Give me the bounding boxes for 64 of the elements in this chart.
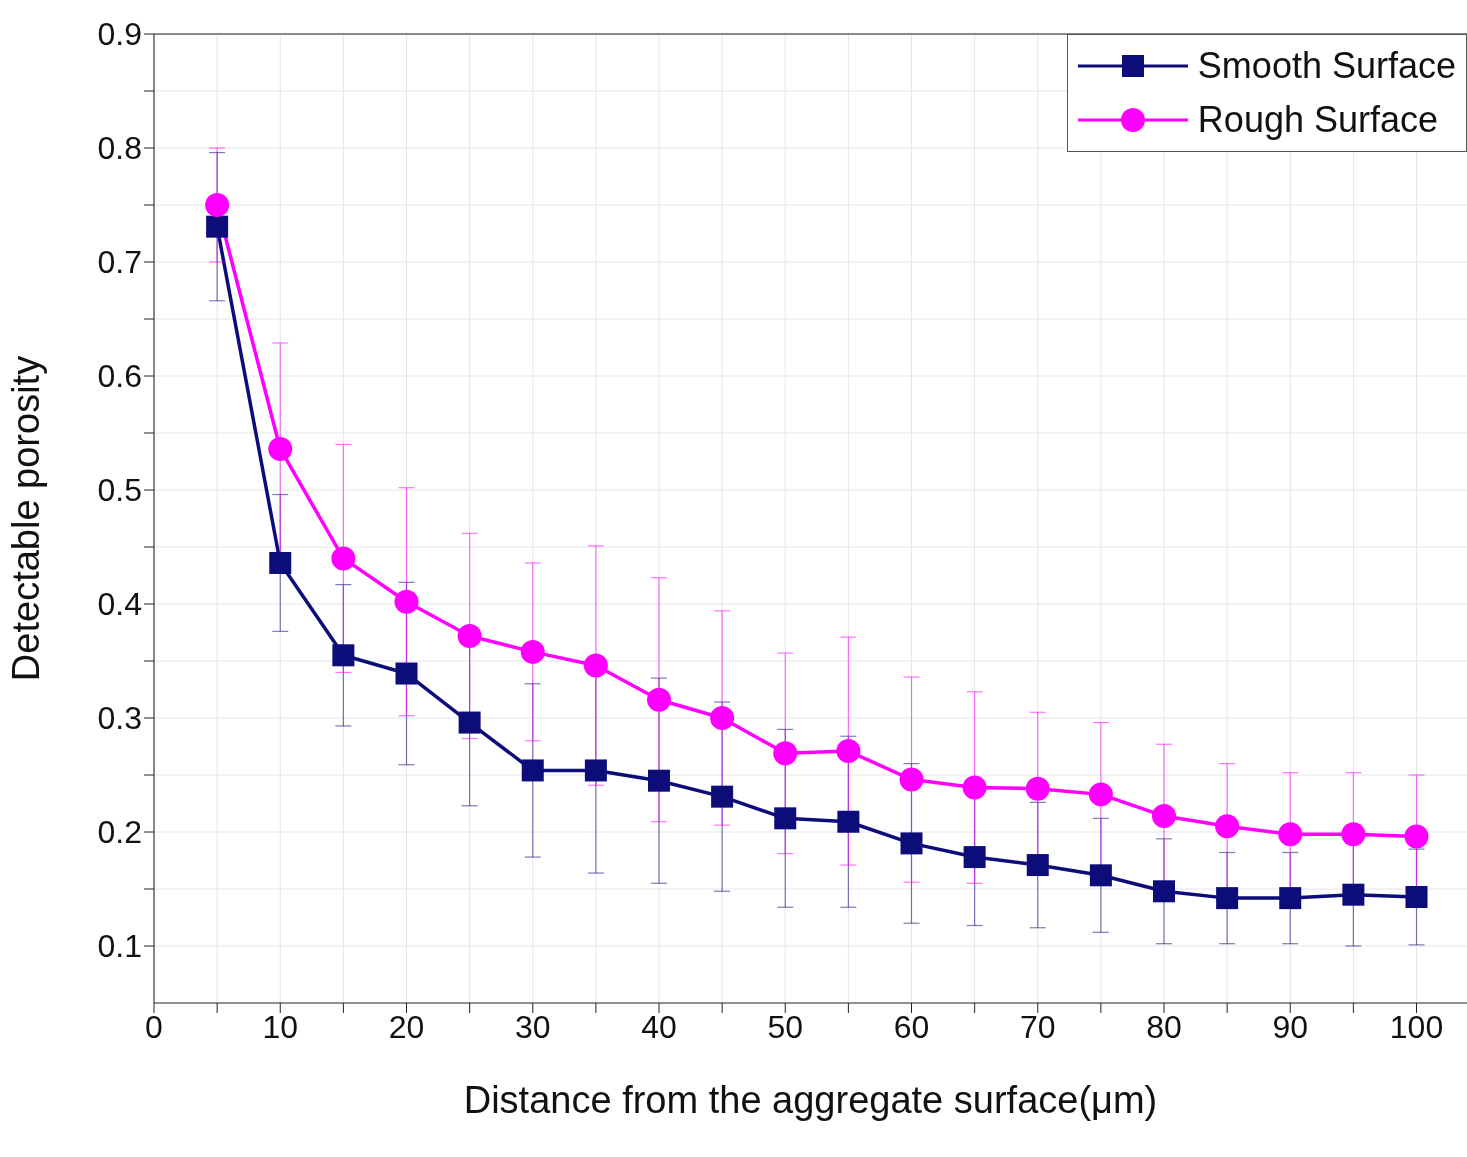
y-tick-label: 0.6 [97, 358, 142, 395]
point [1341, 822, 1366, 847]
y-tick-label: 0.8 [97, 130, 142, 167]
y-tick-label: 0.5 [97, 472, 142, 509]
x-tick-label: 20 [388, 1008, 425, 1045]
y-tick-label: 0.9 [97, 16, 142, 53]
y-tick-label: 0.1 [97, 928, 142, 965]
point [331, 546, 356, 571]
y-axis-title: Detectable porosity [5, 355, 48, 682]
point [395, 662, 418, 685]
x-tick-label: 80 [1146, 1008, 1182, 1045]
point [773, 741, 798, 766]
point [269, 551, 292, 574]
point [1405, 885, 1428, 908]
point [1088, 782, 1113, 807]
x-tick-label: 90 [1272, 1008, 1309, 1045]
point [457, 623, 482, 648]
x-tick-label: 40 [641, 1008, 677, 1045]
point [836, 739, 861, 764]
point [1404, 824, 1429, 849]
y-tick-label: 0.4 [97, 586, 142, 623]
point [205, 193, 230, 217]
legend-label: Smooth Surface [1197, 45, 1456, 87]
point [332, 644, 355, 667]
point [1278, 822, 1303, 847]
x-tick-label: 100 [1389, 1008, 1444, 1045]
point [520, 639, 545, 664]
point [774, 807, 797, 830]
x-tick-label: 30 [514, 1008, 551, 1045]
point [962, 775, 987, 800]
point [900, 832, 923, 855]
y-tick-label: 0.3 [97, 700, 142, 737]
point [648, 769, 670, 792]
point [1153, 880, 1175, 903]
point [1025, 776, 1050, 801]
y-tick-label: 0.7 [97, 244, 142, 281]
x-tick-label: 10 [262, 1008, 299, 1045]
point [1089, 864, 1112, 887]
point [458, 711, 481, 734]
point [1215, 814, 1240, 839]
x-axis-title: Distance from the aggregate surface(μm) [463, 1079, 1158, 1121]
x-tick-label: 70 [1019, 1008, 1056, 1045]
point [583, 653, 608, 678]
point [521, 759, 544, 782]
point [1216, 887, 1239, 910]
legend-label: Rough Surface [1197, 99, 1439, 141]
x-tick-label: 50 [767, 1008, 804, 1045]
point [647, 687, 671, 712]
point [899, 767, 924, 792]
point [711, 785, 734, 808]
x-tick-label: 0 [145, 1008, 163, 1045]
point [710, 706, 735, 730]
y-tick-label: 0.2 [97, 814, 142, 851]
point [1279, 887, 1302, 910]
point [584, 759, 607, 782]
point [1026, 854, 1049, 877]
point [963, 846, 986, 869]
point [1152, 804, 1176, 829]
point [394, 589, 419, 614]
x-tick-label: 60 [893, 1008, 930, 1045]
point [206, 215, 229, 238]
point [837, 810, 860, 833]
point [268, 436, 293, 461]
point [1342, 883, 1365, 906]
